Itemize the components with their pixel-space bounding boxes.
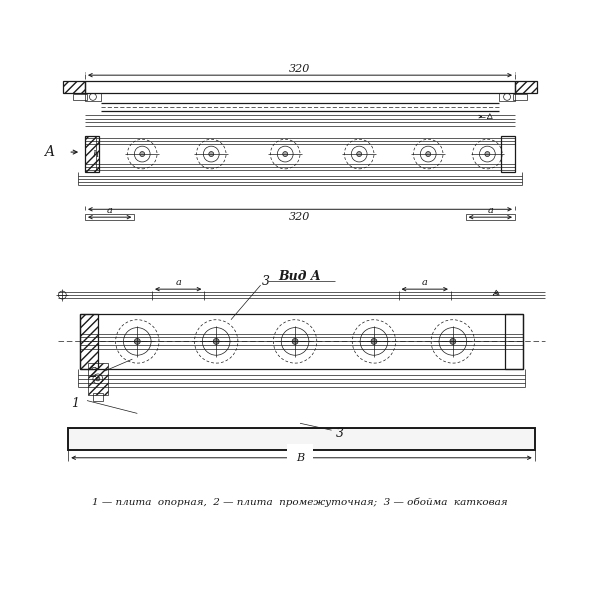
Bar [85, 214, 134, 220]
Text: a: a [422, 278, 428, 287]
Circle shape [450, 338, 456, 344]
Text: 3: 3 [335, 427, 343, 440]
Bar [85, 93, 101, 101]
Circle shape [485, 152, 490, 157]
Circle shape [283, 152, 287, 157]
Circle shape [292, 338, 298, 344]
Text: Вид A: Вид A [278, 270, 322, 283]
Circle shape [479, 146, 495, 162]
Text: h: h [93, 149, 99, 158]
Text: a: a [175, 278, 181, 287]
Circle shape [202, 328, 230, 355]
Bar [68, 428, 535, 450]
Text: 1 — плита  опорная,  2 — плита  промежуточная;  3 — обойма  катковая: 1 — плита опорная, 2 — плита промежуточн… [92, 497, 508, 507]
Circle shape [134, 338, 140, 344]
Bar [80, 314, 98, 369]
Bar [513, 94, 527, 100]
Circle shape [357, 152, 362, 157]
Circle shape [96, 377, 100, 381]
Circle shape [58, 291, 66, 299]
Text: 3: 3 [262, 275, 269, 288]
Circle shape [371, 338, 377, 344]
Circle shape [89, 94, 97, 100]
Text: 2: 2 [89, 367, 97, 380]
Circle shape [439, 328, 467, 355]
Circle shape [209, 152, 214, 157]
Circle shape [134, 146, 150, 162]
Text: B: B [296, 453, 304, 463]
Bar [515, 81, 536, 93]
Bar [499, 93, 515, 101]
Text: A: A [44, 145, 55, 159]
Bar [466, 214, 515, 220]
Circle shape [203, 146, 219, 162]
Circle shape [93, 374, 103, 384]
Bar [85, 136, 99, 172]
Bar [93, 392, 103, 401]
Bar [73, 94, 87, 100]
Bar [501, 136, 515, 172]
Circle shape [426, 152, 431, 157]
Circle shape [421, 146, 436, 162]
Bar [80, 314, 523, 369]
Bar [505, 314, 523, 369]
Bar [88, 363, 108, 395]
Bar [64, 81, 85, 93]
Text: 320: 320 [289, 212, 311, 222]
Circle shape [124, 328, 151, 355]
Text: a: a [487, 206, 493, 215]
Circle shape [213, 338, 219, 344]
Circle shape [277, 146, 293, 162]
Text: a: a [107, 206, 113, 215]
Circle shape [503, 94, 511, 100]
Circle shape [281, 328, 309, 355]
Bar [85, 81, 515, 93]
Circle shape [351, 146, 367, 162]
Text: 1: 1 [71, 397, 79, 410]
Circle shape [140, 152, 145, 157]
Text: 320: 320 [289, 64, 311, 74]
Circle shape [360, 328, 388, 355]
